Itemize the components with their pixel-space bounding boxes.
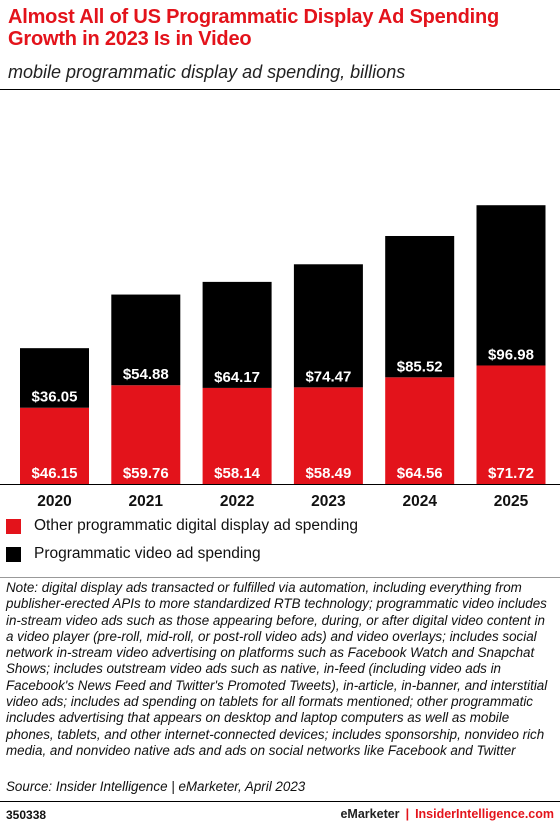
chart-note: Note: digital display ads transacted or … <box>6 580 548 758</box>
data-label-video-2025: $96.98 <box>488 346 534 363</box>
chart-subtitle: mobile programmatic display ad spending,… <box>8 62 406 82</box>
data-label-video-2022: $64.17 <box>214 369 260 386</box>
bar-video-2020 <box>20 348 89 408</box>
footer-divider <box>0 801 560 802</box>
legend-swatch-video <box>6 546 21 562</box>
data-label-other-2025: $71.72 <box>488 465 534 482</box>
bar-video-2022 <box>202 281 272 388</box>
x-tick-2023: 2023 <box>311 493 346 510</box>
top-divider <box>0 89 560 90</box>
legend-swatch-other <box>6 518 21 534</box>
chart-id: 350338 <box>6 808 47 822</box>
data-label-other-2022: $58.14 <box>214 465 261 482</box>
bar-other-2023 <box>293 387 363 484</box>
data-label-other-2023: $58.49 <box>305 465 351 482</box>
data-label-video-2024: $85.52 <box>397 358 443 375</box>
chart-title: Almost All of US Programmatic Display Ad… <box>8 6 500 50</box>
data-label-other-2024: $64.56 <box>397 465 443 482</box>
data-label-video-2020: $36.05 <box>32 389 78 406</box>
bar-other-2020 <box>20 407 89 484</box>
emarketer-logo[interactable]: eMarketer <box>340 807 400 821</box>
data-label-other-2020: $46.15 <box>32 465 78 482</box>
x-tick-2025: 2025 <box>494 493 529 510</box>
data-label-other-2021: $59.76 <box>123 465 169 482</box>
brand-footer: eMarketer | InsiderIntelligence.com <box>340 807 554 821</box>
x-tick-2024: 2024 <box>402 493 437 510</box>
x-tick-2022: 2022 <box>220 493 254 510</box>
chart-source: Source: Insider Intelligence | eMarketer… <box>6 779 306 794</box>
legend-item-video: Programmatic video ad spending <box>6 544 261 564</box>
data-label-video-2023: $74.47 <box>305 368 351 385</box>
bar-video-2023 <box>293 264 363 388</box>
legend-label-video: Programmatic video ad spending <box>34 545 261 562</box>
x-tick-2020: 2020 <box>37 493 71 510</box>
insider-intelligence-link[interactable]: InsiderIntelligence.com <box>415 807 554 821</box>
bar-other-2022 <box>202 387 272 484</box>
bar-other-2025 <box>476 365 546 484</box>
legend-item-other: Other programmatic digital display ad sp… <box>6 516 358 536</box>
data-label-video-2021: $54.88 <box>123 366 169 383</box>
bar-video-2025 <box>476 205 546 366</box>
x-tick-2021: 2021 <box>129 493 164 510</box>
bar-video-2024 <box>385 235 455 378</box>
note-divider <box>0 577 560 578</box>
bar-video-2021 <box>111 294 181 386</box>
stacked-bar-chart: $46.15 $36.05 2020 $59.76 $54.88 2021 $58.14 $6… <box>0 205 560 510</box>
brand-separator: | <box>405 807 410 821</box>
bar-other-2024 <box>385 377 455 484</box>
legend-label-other: Other programmatic digital display ad sp… <box>34 517 358 534</box>
bar-other-2021 <box>111 385 181 484</box>
